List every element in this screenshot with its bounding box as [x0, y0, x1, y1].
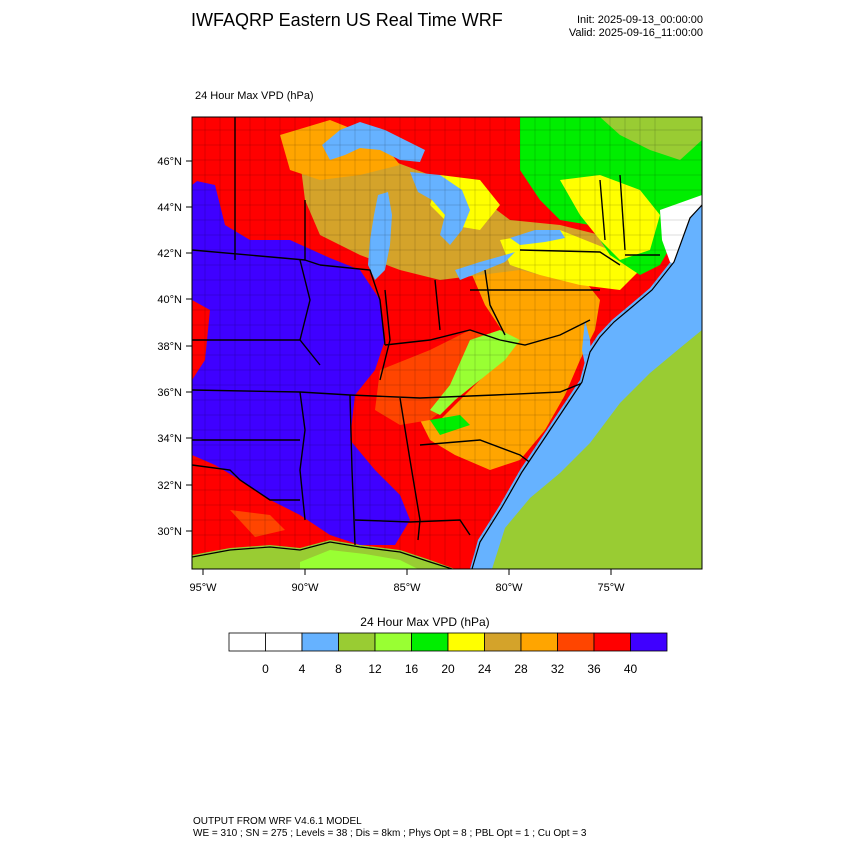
map-fill	[192, 117, 702, 569]
colorbar-swatch	[593, 632, 631, 652]
lat-label: 42°N	[157, 248, 182, 260]
lake-superior	[322, 122, 425, 162]
lake-ontario	[510, 230, 565, 245]
colorbar-tick-label: 20	[441, 662, 455, 676]
colorbar-swatch	[374, 632, 412, 652]
lat-label: 46°N	[157, 156, 182, 168]
model-info-line2: WE = 310 ; SN = 275 ; Levels = 38 ; Dis …	[193, 828, 587, 839]
lake-erie	[455, 252, 515, 280]
colorbar-swatch	[301, 632, 339, 652]
lake-michigan	[368, 192, 392, 280]
colorbar-tick-label: 36	[587, 662, 601, 676]
lon-label: 80°W	[495, 582, 523, 594]
colorbar-swatch	[228, 632, 266, 652]
field-label: 24 Hour Max VPD (hPa)	[195, 90, 314, 102]
colorbar-tick-label: 4	[299, 662, 306, 676]
colorbar-swatch	[484, 632, 522, 652]
lon-label: 85°W	[393, 582, 421, 594]
colorbar-tick-label: 16	[405, 662, 419, 676]
colorbar-swatch	[265, 632, 303, 652]
colorbar-tick-label: 32	[551, 662, 565, 676]
colorbar-swatch	[338, 632, 376, 652]
main-title: IWFAQRP Eastern US Real Time WRF	[191, 10, 503, 30]
colorbar-title: 24 Hour Max VPD (hPa)	[360, 615, 490, 629]
colorbar-tick-label: 0	[262, 662, 269, 676]
colorbar-swatch	[557, 632, 595, 652]
map-frame	[191, 116, 703, 570]
lat-label: 40°N	[157, 294, 182, 306]
valid-time-label: Valid: 2025-09-16_11:00:00	[568, 27, 703, 39]
lake-huron	[410, 172, 470, 245]
lon-label: 95°W	[189, 582, 217, 594]
colorbar-tick-label: 24	[478, 662, 492, 676]
colorbar-tick-label: 8	[335, 662, 342, 676]
lat-label: 34°N	[157, 433, 182, 445]
model-info-line1: OUTPUT FROM WRF V4.6.1 MODEL	[193, 816, 362, 827]
lat-label: 32°N	[157, 480, 182, 492]
colorbar-swatch	[630, 632, 668, 652]
colorbar-tick-label: 12	[368, 662, 382, 676]
colorbar-tick-label: 28	[514, 662, 528, 676]
high-vpd-blue	[192, 180, 410, 545]
colorbar-tick-label: 40	[624, 662, 638, 676]
colorbar-swatch	[447, 632, 485, 652]
county-grid	[192, 117, 702, 569]
lon-label: 90°W	[291, 582, 319, 594]
lat-label: 30°N	[157, 526, 182, 538]
colorbar-swatch	[411, 632, 449, 652]
colorbar-swatch	[520, 632, 558, 652]
init-time-label: Init: 2025-09-13_00:00:00	[577, 14, 703, 26]
lat-label: 38°N	[157, 341, 182, 353]
lat-label: 36°N	[157, 387, 182, 399]
lat-label: 44°N	[157, 202, 182, 214]
colorbar: 0 4 8 12 16 20 24 28 32 36 40	[228, 632, 668, 676]
lon-label: 75°W	[597, 582, 625, 594]
